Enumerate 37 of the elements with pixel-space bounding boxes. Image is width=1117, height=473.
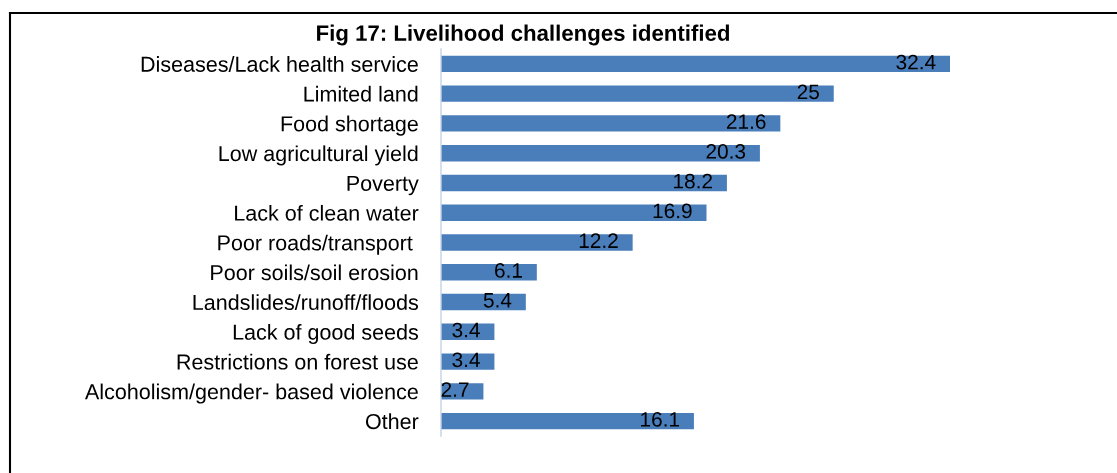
data-label: 20.3 [706,144,746,159]
data-label: 3.4 [452,352,480,368]
bar [441,174,727,192]
data-label: 25 [797,84,819,100]
y-tick-label: Alcoholism/gender- based violence [84,383,418,404]
bar [441,204,707,221]
bar [441,293,526,311]
y-tick-label: Poor soils/soil erosion [211,264,418,281]
y-tick-label: Diseases/Lack health service [141,56,418,72]
y-tick-label: Poverty [347,175,419,196]
y-tick-label: Low agricultural yield [219,145,418,166]
y-tick-label: Lack of clean water [235,204,419,221]
bar [441,264,537,281]
y-tick-label: Lack of good seeds [233,324,419,345]
data-label: 21.6 [726,114,766,130]
bar [441,55,950,73]
data-label: 32.4 [896,54,936,70]
y-tick-label: Landslides/runoff/floods [193,294,419,311]
bar [441,115,781,132]
bar [441,234,633,251]
data-label: 6.1 [495,263,522,278]
bar [441,85,834,102]
y-tick-label: Food shortage [281,115,418,136]
data-label: 3.4 [452,322,480,338]
bar [441,412,694,430]
bar [441,145,760,162]
y-tick-label: Restrictions on forest use [177,353,418,370]
y-tick-label: Poor roads/transport [218,234,413,255]
chart-title: Fig 17: Livelihood challenges identified [317,24,729,46]
data-label: 2.7 [441,382,469,397]
data-label: 16.1 [641,411,680,427]
data-label: 18.2 [674,173,712,189]
data-label: 5.4 [483,293,512,308]
y-tick-label: Limited land [304,85,418,102]
data-label: 12.2 [579,233,618,248]
data-label: 16.9 [653,203,692,219]
y-tick-label: Other [365,413,419,430]
